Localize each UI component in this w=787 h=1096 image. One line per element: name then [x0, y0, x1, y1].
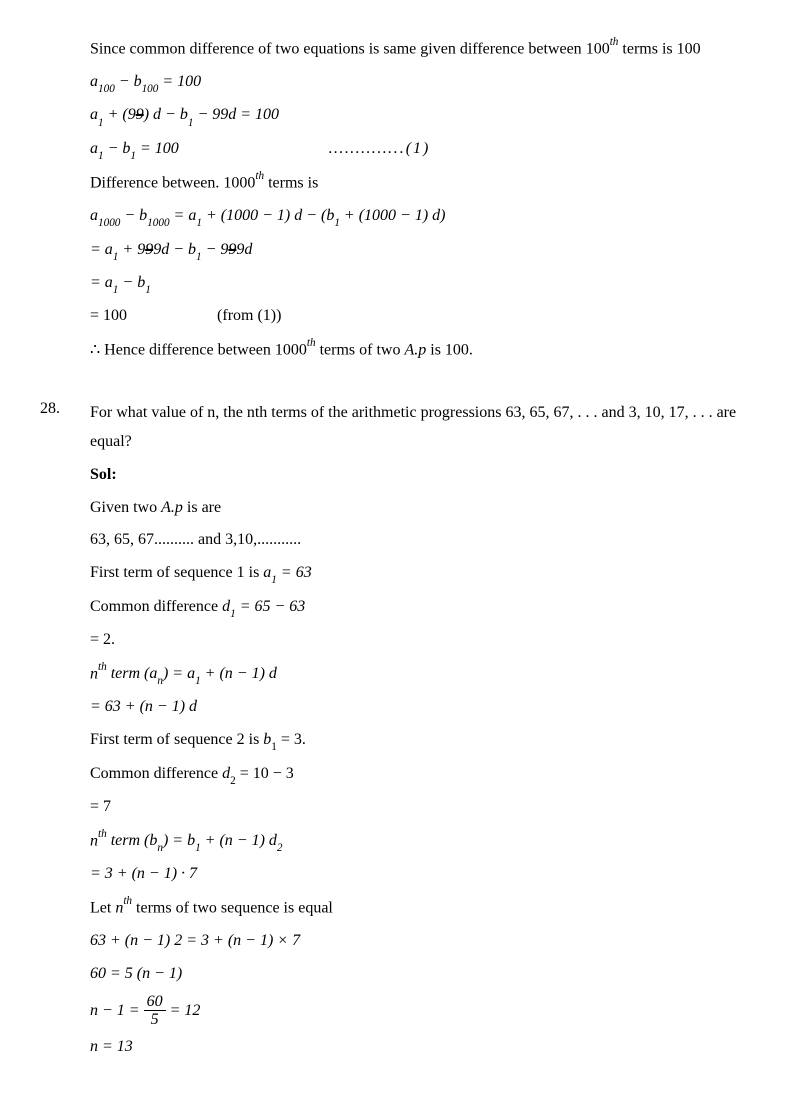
intro-part1: Since common difference of two equations… — [90, 40, 586, 57]
sub100a: 100 — [98, 83, 115, 95]
line7: = 63 + (n − 1) d — [90, 693, 747, 722]
conc-pre: ∴ Hence difference between 1000 — [90, 341, 307, 358]
eq3: a1 − b1 = 100 — [90, 140, 179, 157]
l13a: Let — [90, 899, 115, 916]
term-100: 100 — [586, 40, 610, 57]
l9a: Common difference — [90, 765, 222, 782]
diff-text-b: terms is — [264, 174, 318, 191]
equation-7: = 100 (from (1)) — [90, 302, 747, 331]
l13c: terms of two sequence is equal — [132, 899, 333, 916]
line6: nth term (an) = a1 + (n − 1) d — [90, 659, 747, 690]
l8a: First term of sequence 2 is — [90, 731, 263, 748]
diff-text: Difference between. 1000th terms is — [90, 168, 747, 198]
line14: 63 + (n − 1) 2 = 3 + (n − 1) × 7 — [90, 927, 747, 956]
eq7: = 100 — [90, 307, 127, 324]
l15: 60 = 5 (n − 1) — [90, 965, 182, 982]
conclusion: ∴ Hence difference between 1000th terms … — [90, 335, 747, 365]
question-28: 28. For what value of n, the nth terms o… — [40, 395, 747, 1066]
sub100b: 100 — [142, 83, 159, 95]
line13: Let nth terms of two sequence is equal — [90, 893, 747, 923]
l11n: n — [90, 832, 98, 849]
line2: 63, 65, 67.......... and 3,10,..........… — [90, 526, 747, 555]
intro-text: Since common difference of two equations… — [90, 34, 747, 64]
th-sup2: th — [255, 170, 264, 182]
line12: = 3 + (n − 1) · 7 — [90, 860, 747, 889]
l7: = 63 + (n − 1) d — [90, 698, 197, 715]
a: a — [90, 73, 98, 90]
equation-5: = a1 + 999d − b1 − 999d — [90, 236, 747, 265]
line10: = 7 — [90, 793, 747, 822]
line8: First term of sequence 2 is b1 = 3. — [90, 726, 747, 755]
l16a: n − 1 = — [90, 1002, 144, 1019]
l9b: d2 = 10 − 3 — [222, 765, 294, 782]
l11th: th — [98, 828, 107, 840]
conc-post: terms of two — [316, 341, 405, 358]
equation-2: a1 + (99) d − b1 − 99d = 100 — [90, 101, 747, 130]
l3b: a1 = 63 — [263, 564, 311, 581]
sol-label: Sol: — [90, 461, 747, 490]
l8b: b1 = 3. — [263, 731, 306, 748]
eq100: = 100 — [158, 73, 201, 90]
line5: = 2. — [90, 626, 747, 655]
eq4: a1000 − b1000 = a1 + (1000 − 1) d − (b1 … — [90, 207, 445, 224]
line9: Common difference d2 = 10 − 3 — [90, 760, 747, 789]
eq3-ref: …………..(1) — [329, 140, 431, 157]
question-text: For what value of n, the nth terms of th… — [90, 399, 747, 457]
equation-3: a1 − b1 = 100 …………..(1) — [90, 135, 747, 164]
solution-block-27: Since common difference of two equations… — [90, 34, 747, 365]
l1ap: A.p — [161, 499, 183, 516]
diff-text-a: Difference between. 1000 — [90, 174, 255, 191]
equation-1: a100 − b100 = 100 — [90, 68, 747, 97]
equation-6: = a1 − b1 — [90, 269, 747, 298]
frac-den: 5 — [144, 1011, 166, 1029]
line1: Given two A.p is are — [90, 494, 747, 523]
line15: 60 = 5 (n − 1) — [90, 960, 747, 989]
eq2-a: a1 + (99) d − b1 − 99d = 100 — [90, 106, 279, 123]
eq5: = a1 + 999d − b1 − 999d — [90, 241, 252, 258]
l16b: = 12 — [166, 1002, 201, 1019]
l12: = 3 + (n − 1) · 7 — [90, 865, 197, 882]
th-sup3: th — [307, 337, 316, 349]
conc-end: is 100. — [426, 341, 473, 358]
line4: Common difference d1 = 65 − 63 — [90, 593, 747, 622]
line17: n = 13 — [90, 1033, 747, 1062]
l4b: d1 = 65 − 63 — [222, 598, 305, 615]
line3: First term of sequence 1 is a1 = 63 — [90, 559, 747, 588]
l17: n = 13 — [90, 1038, 133, 1055]
l13th: th — [123, 895, 132, 907]
equation-4: a1000 − b1000 = a1 + (1000 − 1) d − (b1 … — [90, 202, 747, 231]
frac-num: 60 — [144, 993, 166, 1012]
intro-part2: terms is 100 — [618, 40, 700, 57]
eq6: = a1 − b1 — [90, 274, 151, 291]
l4a: Common difference — [90, 598, 222, 615]
l11b: term (bn) = b1 + (n − 1) d2 — [107, 832, 283, 849]
l6n: n — [90, 665, 98, 682]
ap: A.p — [404, 341, 426, 358]
b: b — [134, 73, 142, 90]
eq7-from: (from (1)) — [217, 307, 281, 324]
l14: 63 + (n − 1) 2 = 3 + (n − 1) × 7 — [90, 932, 300, 949]
minus: − — [115, 73, 134, 90]
l6th: th — [98, 661, 107, 673]
l6b: term (an) = a1 + (n − 1) d — [107, 665, 277, 682]
question-number: 28. — [40, 395, 90, 424]
l1b: is are — [183, 499, 221, 516]
question-body: For what value of n, the nth terms of th… — [90, 395, 747, 1066]
th-sup: th — [610, 36, 619, 48]
line11: nth term (bn) = b1 + (n − 1) d2 — [90, 826, 747, 857]
l1a: Given two — [90, 499, 161, 516]
l3a: First term of sequence 1 is — [90, 564, 263, 581]
